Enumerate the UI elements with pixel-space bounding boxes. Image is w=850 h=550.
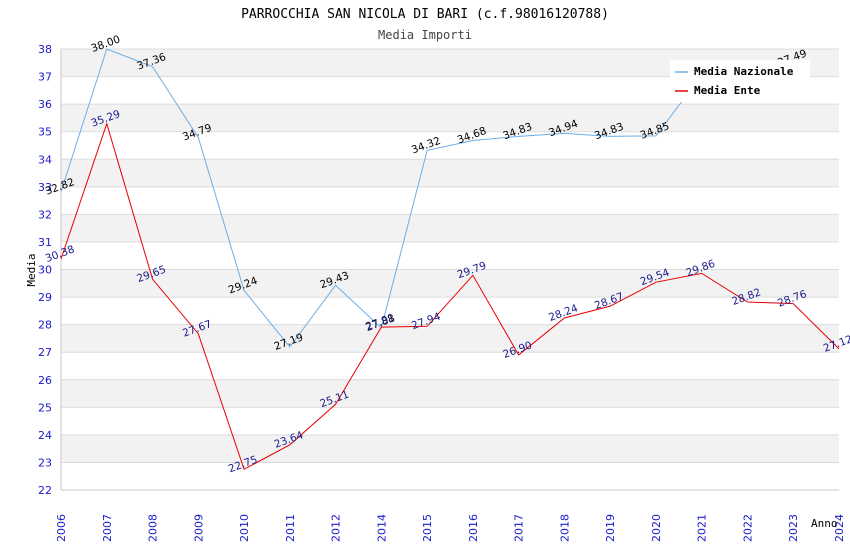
y-tick-label: 24	[38, 429, 52, 442]
x-tick-label: 2008	[147, 514, 160, 542]
x-tick-label: 2019	[604, 514, 617, 542]
x-tick-label: 2006	[55, 514, 68, 542]
x-axis-ticks: 2006 2007 2008 2009 2010 2011 2012 2014 2015 2016…	[55, 514, 846, 542]
x-tick-label: 2015	[421, 514, 434, 542]
x-axis-label: Anno	[811, 517, 838, 530]
series-lines	[60, 48, 840, 471]
chart-subtitle: Media Importi	[378, 28, 472, 42]
plot-band	[61, 324, 839, 353]
x-tick-label: 2017	[513, 514, 526, 542]
y-tick-label: 32	[38, 208, 52, 221]
plot-band	[61, 269, 839, 298]
y-tick-label: 26	[38, 374, 52, 387]
legend-label-media-ente: Media Ente	[694, 84, 761, 97]
y-tick-label: 37	[38, 71, 52, 84]
series-line-media-ente	[60, 122, 840, 471]
legend-label-media-nazionale: Media Nazionale	[694, 65, 794, 78]
plot-band	[61, 104, 839, 132]
y-tick-label: 36	[38, 98, 52, 111]
x-tick-label: 2014	[375, 514, 388, 542]
plot-band	[61, 379, 839, 408]
chart-title: PARROCCHIA SAN NICOLA DI BARI (c.f.98016…	[241, 7, 609, 22]
x-tick-label: 2016	[467, 514, 480, 542]
y-tick-label: 28	[38, 319, 52, 332]
plot-background-bands	[61, 49, 839, 490]
y-axis-label: Media	[25, 253, 38, 286]
y-tick-label: 35	[38, 126, 52, 139]
plot-band	[61, 159, 839, 187]
y-tick-label: 33	[38, 181, 52, 194]
y-tick-label: 34	[38, 153, 52, 166]
x-tick-label: 2024	[833, 514, 846, 542]
y-tick-label: 22	[38, 484, 52, 497]
y-tick-label: 27	[38, 346, 52, 359]
y-tick-label: 31	[38, 236, 52, 249]
y-tick-label: 23	[38, 456, 52, 469]
plot-band	[61, 214, 839, 242]
plot-band	[61, 462, 839, 490]
y-axis-ticks: 22 23 24 25 26 27 28 29 30 31 32 33 34 35 36 37 38	[38, 43, 52, 497]
x-tick-label: 2021	[696, 514, 709, 542]
x-tick-label: 2007	[101, 514, 114, 542]
plot-band	[61, 434, 839, 463]
plot-band	[61, 297, 839, 325]
y-tick-label: 30	[38, 264, 52, 277]
x-tick-label: 2009	[192, 514, 205, 542]
x-tick-label: 2018	[558, 514, 571, 542]
x-tick-label: 2011	[284, 514, 297, 542]
y-tick-label: 29	[38, 291, 52, 304]
legend: Media Nazionale Media Ente	[670, 60, 810, 102]
y-tick-label: 25	[38, 401, 52, 414]
plot-band	[61, 241, 839, 270]
x-tick-label: 2010	[238, 514, 251, 542]
x-tick-label: 2012	[330, 514, 343, 542]
x-tick-label: 2023	[787, 514, 800, 542]
plot-band	[61, 352, 839, 380]
plot-band	[61, 186, 839, 215]
x-tick-label: 2020	[650, 514, 663, 542]
legend-box	[670, 60, 810, 102]
plot-band	[61, 407, 839, 435]
x-tick-label: 2022	[741, 514, 754, 542]
gridlines	[60, 48, 839, 491]
y-tick-label: 38	[38, 43, 52, 56]
